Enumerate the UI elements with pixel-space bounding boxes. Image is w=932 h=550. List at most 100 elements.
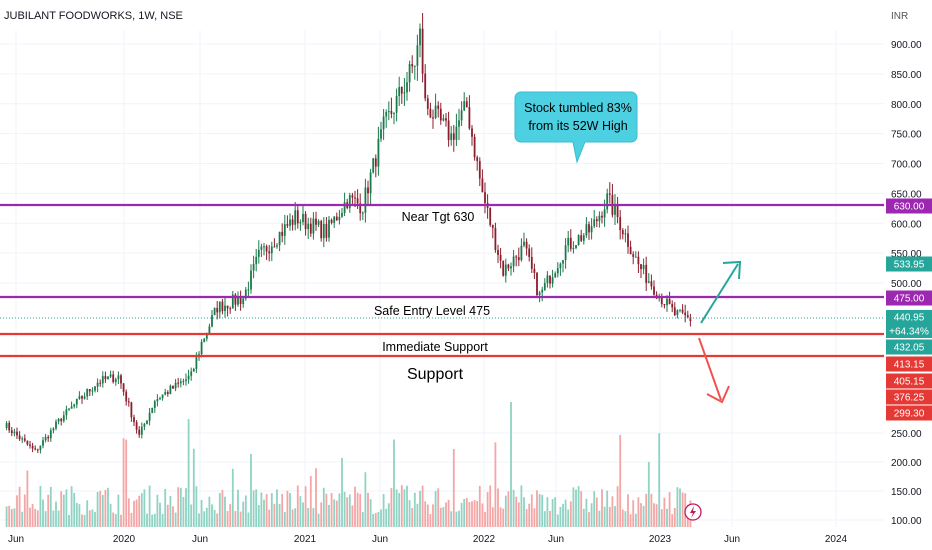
volume-bar xyxy=(606,490,609,527)
level-label[interactable]: Support xyxy=(407,366,464,383)
volume-bar xyxy=(676,487,679,527)
volume-bar xyxy=(445,502,447,527)
candle-body xyxy=(281,231,284,236)
volume-bar xyxy=(515,496,518,527)
candle-body xyxy=(65,409,68,416)
candle-body xyxy=(75,398,78,405)
volume-bar xyxy=(299,496,302,527)
currency-label: INR xyxy=(891,11,908,22)
candle-body xyxy=(666,298,668,306)
volume-bar xyxy=(554,497,557,527)
volume-bar xyxy=(185,488,187,527)
volume-bar xyxy=(387,503,390,527)
volume-bar xyxy=(647,462,650,527)
volume-bar xyxy=(374,512,377,527)
horizontal-levels[interactable]: Near Tgt 630 Safe Entry Level 475 Immediat… xyxy=(0,203,884,383)
volume-bar xyxy=(627,494,629,527)
volume-bar xyxy=(325,493,328,527)
price-label-text: 413.15 xyxy=(894,360,925,371)
candle-body xyxy=(257,249,260,257)
volume-bar xyxy=(356,492,359,527)
volume-bar xyxy=(452,449,455,527)
volume-bar xyxy=(601,489,603,527)
candle-body xyxy=(481,178,484,193)
volume-bar xyxy=(250,454,252,527)
candle-body xyxy=(211,315,213,327)
candle-body xyxy=(208,326,211,334)
volume-bar xyxy=(244,495,247,527)
level-label[interactable]: Near Tgt 630 xyxy=(402,210,475,224)
volume-bar xyxy=(608,506,611,527)
volume-bar xyxy=(216,513,219,527)
level-label[interactable]: Immediate Support xyxy=(382,340,488,354)
candle-body xyxy=(265,246,268,252)
volume-bar xyxy=(460,502,463,527)
candle-body xyxy=(434,105,437,119)
volume-bar xyxy=(377,511,380,527)
down-arrow-head xyxy=(706,385,730,404)
volume-bar xyxy=(146,513,148,527)
price-label-box xyxy=(886,373,932,389)
candle-body xyxy=(543,283,546,290)
volume-bar xyxy=(182,496,185,527)
volume-bar xyxy=(268,509,271,527)
candle-body xyxy=(372,158,375,173)
price-label-box xyxy=(886,256,932,272)
volume-bar xyxy=(528,503,531,527)
candle-body xyxy=(5,423,8,428)
volume-bar xyxy=(543,511,546,527)
x-tick-label: Jun xyxy=(724,534,740,545)
candle-body xyxy=(385,111,388,117)
candle-body xyxy=(172,385,174,389)
volume-bar xyxy=(81,514,83,527)
candle-body xyxy=(203,338,206,342)
candle-body xyxy=(21,438,24,440)
candle-body xyxy=(335,216,338,221)
candle-body xyxy=(205,333,208,339)
candle-body xyxy=(125,391,128,402)
candle-body xyxy=(533,268,536,273)
volume-bar xyxy=(8,505,11,527)
volume-bar xyxy=(265,493,268,527)
candle-body xyxy=(166,392,169,394)
up-arrow-head xyxy=(722,260,742,280)
level-label[interactable]: Safe Entry Level 475 xyxy=(374,304,490,318)
volume-bar xyxy=(346,497,349,527)
annotation-callout[interactable]: Stock tumbled 83% from its 52W High xyxy=(514,91,638,164)
volume-bar xyxy=(133,500,135,527)
volume-bar xyxy=(70,486,73,527)
volume-bar xyxy=(281,493,284,527)
volume-bar xyxy=(486,492,489,527)
price-label-box xyxy=(886,198,932,214)
y-tick-label: 100.00 xyxy=(891,516,922,527)
volume-bar xyxy=(57,510,60,527)
x-axis[interactable]: Jun 2020 Jun 2021 Jun 2022 Jun 2023 Jun 2024 xyxy=(8,534,848,545)
price-label-text: 533.95 xyxy=(894,260,925,271)
x-tick-label: 2021 xyxy=(294,534,317,545)
volume-bar xyxy=(663,497,666,527)
lightning-icon[interactable] xyxy=(684,503,702,521)
candle-body xyxy=(471,128,473,137)
y-tick-label: 600.00 xyxy=(891,219,922,230)
volume-bar xyxy=(478,485,481,527)
candle-body xyxy=(601,215,603,218)
y-axis[interactable]: 900.00 850.00 800.00 750.00 700.00 650.00 600.… xyxy=(891,40,922,527)
volume-bar xyxy=(42,499,44,527)
volume-bar xyxy=(55,501,57,527)
volume-bar xyxy=(125,439,128,527)
volume-bar xyxy=(226,511,229,527)
candle-body xyxy=(497,249,499,255)
volume-bar xyxy=(668,492,671,527)
volume-bar xyxy=(247,512,250,527)
candle-body xyxy=(642,264,645,270)
candle-body xyxy=(564,245,567,261)
candle-body xyxy=(130,402,133,418)
volume-bar xyxy=(148,485,151,527)
volume-bar xyxy=(580,491,583,527)
volume-bar xyxy=(224,496,226,527)
candle-body xyxy=(575,245,577,249)
volume-bar xyxy=(153,513,156,527)
price-label-box xyxy=(886,389,932,405)
